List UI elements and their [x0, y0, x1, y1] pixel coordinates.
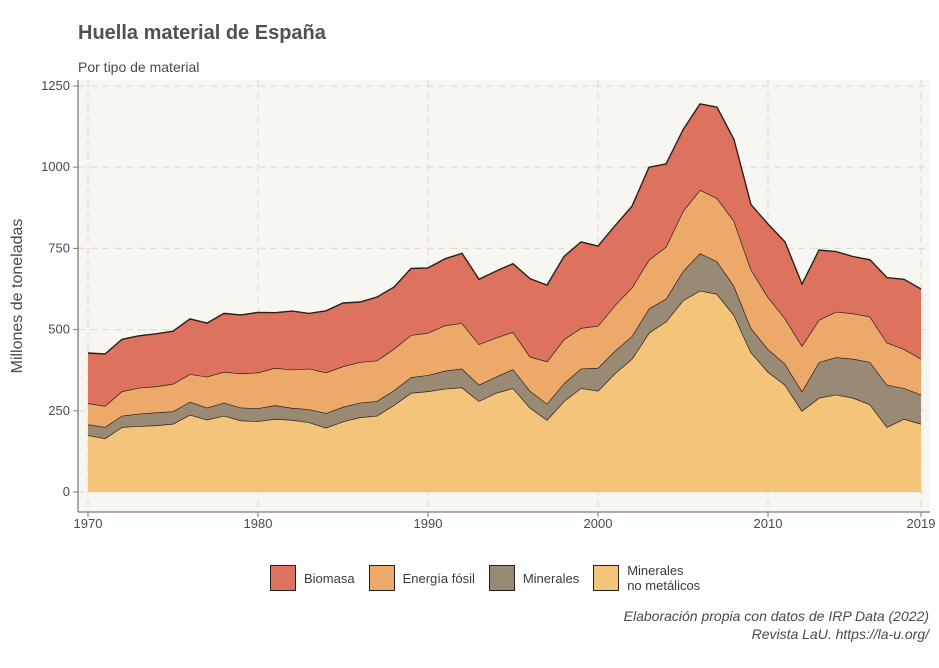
- legend-label: Minerales no metálicos: [627, 563, 701, 593]
- y-tick-label: 500: [48, 322, 70, 337]
- caption-line-1: Elaboración propia con datos de IRP Data…: [623, 608, 929, 624]
- legend-swatch: [593, 565, 620, 591]
- x-tick-label: 1970: [74, 516, 103, 531]
- area-series: [87, 103, 922, 492]
- caption: Elaboración propia con datos de IRP Data…: [624, 607, 929, 643]
- legend-label: Minerales: [522, 570, 580, 586]
- y-axis-title: Millones de toneladas: [9, 219, 26, 374]
- x-tick-label: 1980: [244, 516, 273, 531]
- area-biomasa: [88, 103, 921, 406]
- y-tick-label: 1250: [41, 78, 70, 93]
- y-tick-label: 1000: [41, 159, 70, 174]
- area-minerales-no-metalicos: [88, 290, 921, 492]
- area-minerales: [88, 253, 921, 439]
- x-tick-label: 1990: [414, 516, 443, 531]
- y-tick-label: 0: [63, 484, 70, 499]
- legend-label: Energía fósil: [402, 570, 475, 586]
- axes: 0 250 500 750 1000 1250 1970 1980 1990 2000 2010 20…: [41, 78, 935, 531]
- x-tick-label: 2019: [907, 516, 936, 531]
- legend-swatch: [270, 565, 296, 591]
- x-tick-label: 2010: [754, 516, 783, 531]
- legend-swatch: [488, 565, 515, 591]
- area-outline-biomasa: [87, 103, 922, 355]
- legend: Biomasa Energía fósil Minerales Minerales n…: [270, 563, 714, 593]
- legend-swatch: [368, 565, 395, 591]
- legend-item: Minerales no metálicos: [593, 563, 700, 593]
- y-tick-label: 750: [48, 240, 70, 255]
- area-energia-fosil: [88, 189, 921, 427]
- chart-subtitle: Por tipo de material: [78, 59, 200, 75]
- legend-item: Minerales: [488, 565, 580, 591]
- y-tick-label: 250: [48, 403, 70, 418]
- legend-item: Energía fósil: [368, 565, 475, 591]
- x-tick-label: 2000: [584, 516, 613, 531]
- chart-title: Huella material de España: [78, 22, 326, 44]
- legend-label: Biomasa: [304, 570, 355, 586]
- legend-item: Biomasa: [270, 565, 355, 591]
- caption-line-2: Revista LaU. https://la-u.org/: [751, 626, 929, 642]
